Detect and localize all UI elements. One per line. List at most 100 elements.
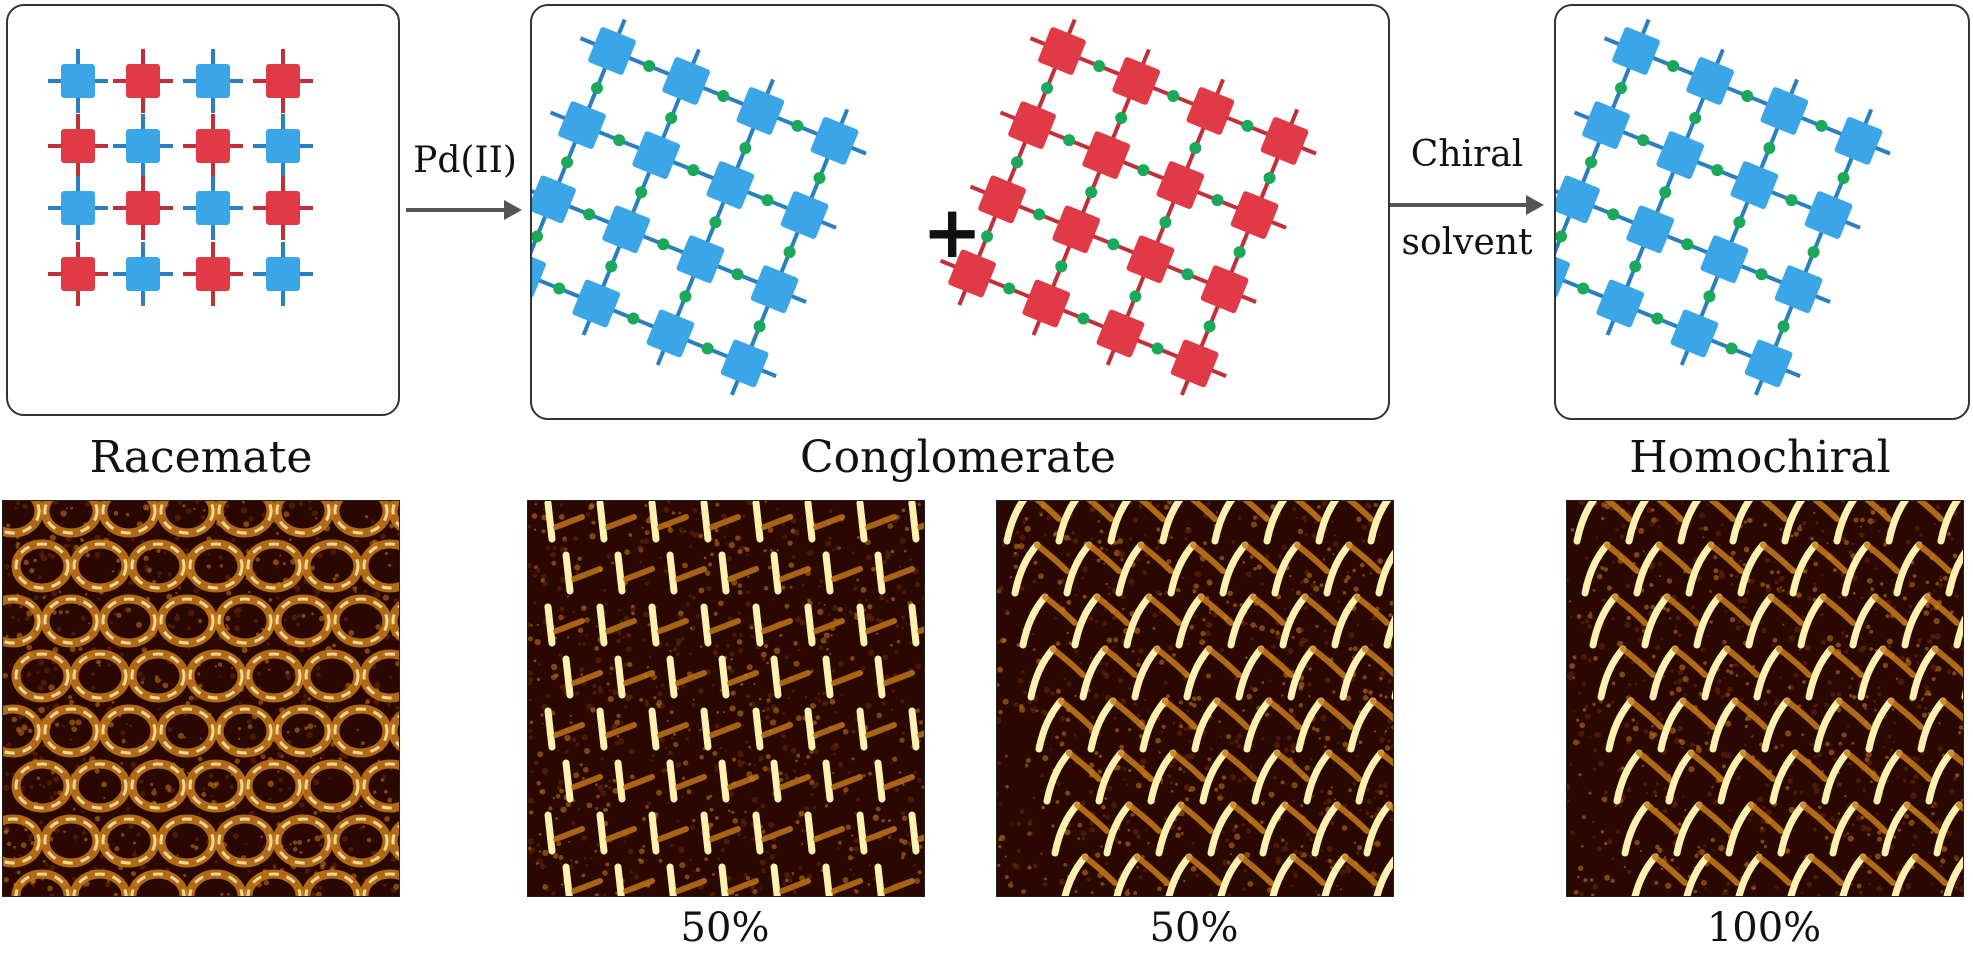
stm-speckle (1570, 615, 1573, 618)
pd-node (553, 282, 566, 295)
stm-speckle (1040, 773, 1045, 778)
stm-speckle (612, 778, 617, 783)
stm-speckle (1882, 662, 1889, 669)
stm-speckle (1912, 573, 1917, 578)
stm-speckle (581, 734, 588, 741)
stm-speckle (292, 847, 298, 852)
stm-speckle (225, 574, 231, 581)
stm-speckle (1013, 863, 1020, 870)
stm-arc (1709, 697, 1739, 753)
stm-speckle (773, 707, 780, 714)
stm-speckle (120, 833, 125, 837)
stm-speckle (157, 575, 161, 578)
stm-speckle (1794, 626, 1801, 633)
stm-speckle (1929, 759, 1932, 762)
stm-speckle (313, 886, 318, 890)
stm-arc (1821, 749, 1851, 805)
stm-speckle (915, 663, 921, 670)
stm-arc-link (1110, 698, 1146, 730)
stm-speckle (618, 632, 622, 636)
pd-node (1763, 142, 1776, 155)
blue-unit (1556, 175, 1600, 224)
stm-speckle (1572, 655, 1577, 660)
stm-arc-link (1258, 646, 1294, 678)
stm-speckle (1830, 816, 1835, 822)
stm-speckle (1707, 503, 1710, 506)
stm-speckle (83, 837, 88, 842)
stm-speckle (1231, 828, 1236, 832)
stm-speckle (152, 579, 157, 584)
pd-node (1725, 342, 1738, 355)
stm-speckle (795, 759, 798, 763)
stm-speckle (546, 889, 549, 892)
stm-bright-dash (908, 707, 920, 751)
stm-speckle (1370, 643, 1374, 647)
stm-speckle (49, 819, 52, 822)
stm-speckle (1326, 845, 1333, 852)
pd-node (1159, 216, 1172, 229)
stm-bright-dash (544, 603, 556, 647)
stm-speckle (530, 623, 533, 627)
stm-bright-dash (648, 603, 660, 647)
stm-speckle (728, 542, 735, 549)
stm-speckle (1080, 830, 1087, 837)
stm-speckle (1238, 731, 1242, 734)
stm-speckle (724, 750, 727, 753)
stm-speckle (1362, 675, 1367, 680)
blue-unit (588, 27, 636, 75)
stm-speckle (689, 626, 693, 630)
stm-arc-link (1808, 854, 1844, 886)
stm-speckle (782, 882, 787, 886)
stm-speckle (852, 856, 855, 859)
stm-speckle (1219, 735, 1222, 739)
stm-speckle (569, 865, 574, 870)
stm-speckle (585, 634, 588, 637)
pd-node (1263, 171, 1276, 184)
stm-speckle (1813, 703, 1818, 708)
stm-speckle (765, 754, 771, 760)
stm-speckle (1833, 757, 1837, 762)
stm-speckle (1160, 782, 1163, 785)
stm-speckle (1132, 517, 1138, 523)
stm-speckle (276, 596, 280, 600)
pd-node (679, 290, 692, 303)
stm-mid-dash (865, 514, 897, 530)
stm-speckle (136, 832, 141, 837)
stm-speckle (1369, 815, 1374, 819)
stm-speckle (70, 631, 76, 637)
stm-speckle (281, 505, 285, 510)
stm-speckle (1669, 617, 1672, 620)
stm-speckle (1788, 635, 1795, 642)
stm-speckle (1742, 563, 1747, 567)
stm-speckle (612, 787, 619, 794)
red-unit (61, 257, 95, 291)
stm-speckle (623, 615, 630, 622)
stm-speckle (1222, 859, 1229, 866)
stm-mid-dash (883, 774, 915, 790)
stm-speckle (52, 647, 59, 653)
stm-arc (1199, 749, 1229, 805)
stm-speckle (560, 806, 567, 813)
stm-speckle (1737, 606, 1741, 609)
stm-speckle (901, 855, 905, 860)
stm-speckle (1204, 765, 1210, 771)
stm-speckle (315, 665, 321, 671)
stm-speckle (1592, 767, 1597, 771)
stm-speckle (639, 858, 645, 865)
stm-speckle (1311, 726, 1316, 731)
stm-speckle (1043, 877, 1047, 881)
stm-speckle (50, 796, 55, 801)
stm-speckle (1703, 661, 1707, 666)
stm-mid-dash (605, 514, 637, 530)
stm-speckle (1290, 884, 1294, 888)
stm-speckle (1065, 790, 1071, 796)
stm-speckle (247, 869, 251, 873)
stm-mid-dash (727, 566, 759, 582)
stm-speckle (1589, 735, 1592, 738)
stm-speckle (879, 595, 885, 601)
stm-speckle (237, 615, 240, 618)
stm-speckle (552, 545, 557, 550)
stm-arc-link (1318, 698, 1354, 730)
stm-speckle (1313, 521, 1317, 524)
stm-speckle (1094, 751, 1099, 755)
